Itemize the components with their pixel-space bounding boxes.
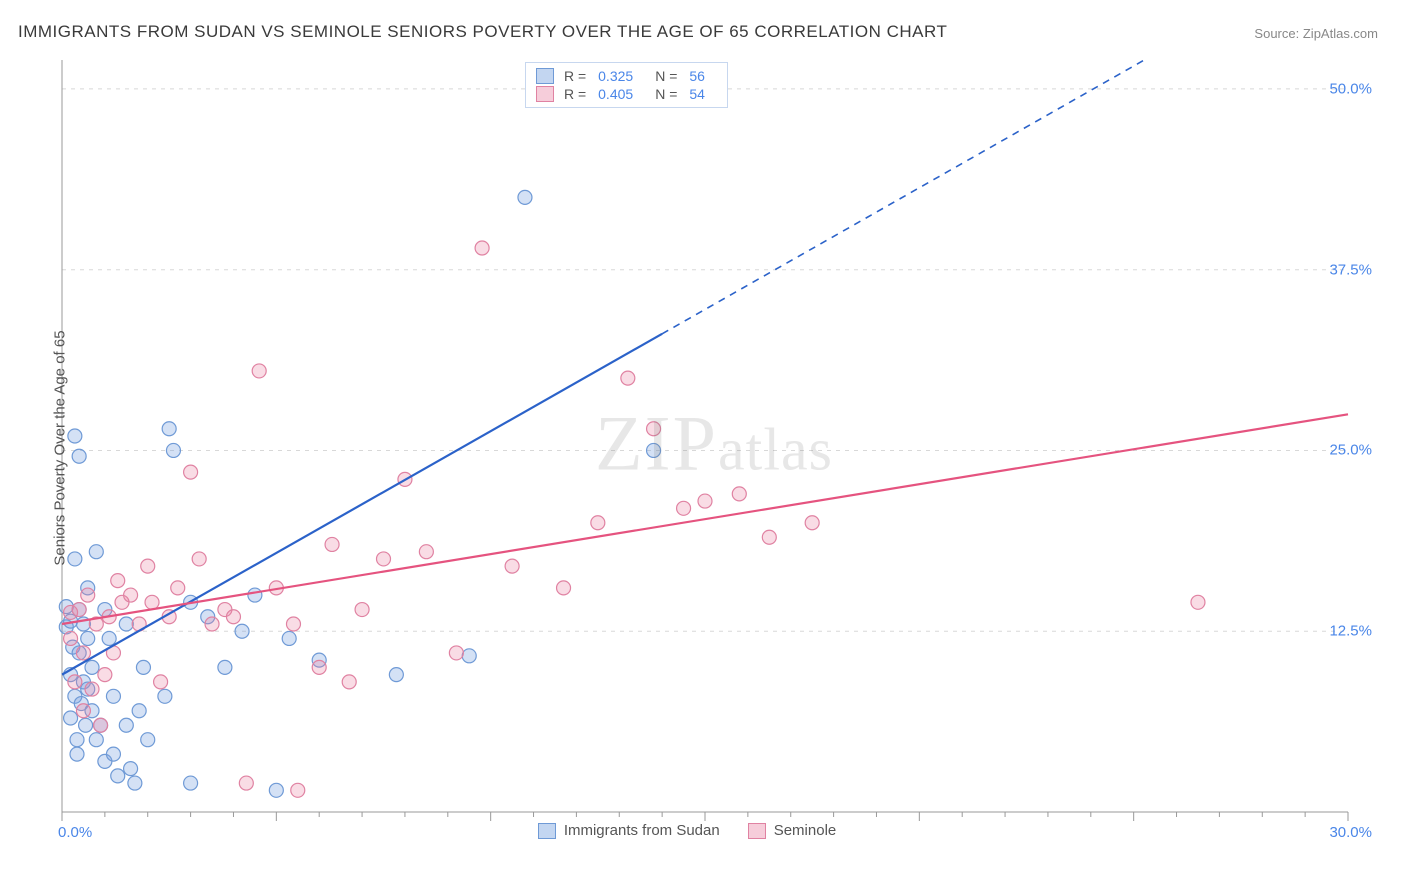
legend-swatch xyxy=(536,68,554,84)
y-tick-label: 37.5% xyxy=(1329,261,1372,278)
correlation-legend: R =0.325N =56R =0.405N =54 xyxy=(525,62,728,108)
legend-label: Seminole xyxy=(774,822,837,839)
y-axis-label: Seniors Poverty Over the Age of 65 xyxy=(52,330,69,565)
source-attribution: Source: ZipAtlas.com xyxy=(1254,26,1378,41)
y-tick-label: 50.0% xyxy=(1329,80,1372,97)
legend-swatch xyxy=(536,86,554,102)
scatter-plot xyxy=(48,54,1380,842)
y-tick-label: 12.5% xyxy=(1329,623,1372,640)
chart-area: Seniors Poverty Over the Age of 65 ZIPat… xyxy=(48,54,1380,842)
legend-row: R =0.405N =54 xyxy=(536,85,717,103)
series-legend: Immigrants from Sudan Seminole xyxy=(538,822,836,839)
x-axis-min-label: 0.0% xyxy=(58,824,92,841)
legend-label: Immigrants from Sudan xyxy=(564,822,720,839)
chart-title: IMMIGRANTS FROM SUDAN VS SEMINOLE SENIOR… xyxy=(18,22,947,42)
legend-row: R =0.325N =56 xyxy=(536,67,717,85)
legend-item: Seminole xyxy=(748,822,837,839)
x-axis-max-label: 30.0% xyxy=(1329,824,1372,841)
y-tick-label: 25.0% xyxy=(1329,442,1372,459)
legend-swatch xyxy=(748,823,766,839)
legend-swatch xyxy=(538,823,556,839)
source-link[interactable]: ZipAtlas.com xyxy=(1303,26,1378,41)
source-label: Source: xyxy=(1254,26,1299,41)
legend-item: Immigrants from Sudan xyxy=(538,822,720,839)
